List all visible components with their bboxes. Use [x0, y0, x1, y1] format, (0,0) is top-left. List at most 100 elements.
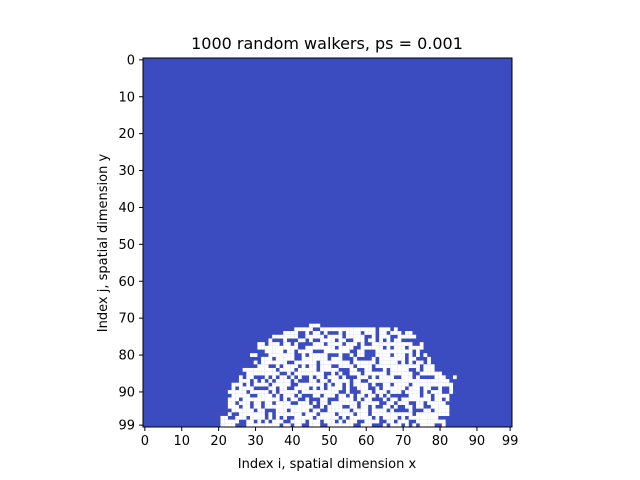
occupied-cell	[375, 408, 380, 413]
y-tick-label: 99	[118, 419, 135, 434]
occupied-cell	[345, 364, 350, 369]
occupied-cell	[334, 386, 339, 391]
occupied-cell	[345, 423, 350, 428]
occupied-cell	[382, 364, 387, 369]
occupied-cell	[345, 386, 350, 391]
occupied-cell	[345, 345, 350, 350]
occupied-cell	[368, 360, 372, 365]
occupied-cell	[338, 423, 343, 428]
occupied-cell	[423, 367, 428, 372]
occupied-cell	[419, 360, 424, 365]
occupied-cell	[246, 386, 251, 391]
occupied-cell	[257, 371, 262, 376]
occupied-cell	[316, 375, 321, 380]
occupied-cell	[434, 412, 439, 417]
occupied-cell	[323, 345, 328, 350]
occupied-cell	[283, 367, 287, 372]
occupied-cell	[279, 360, 284, 365]
occupied-cell	[364, 408, 369, 413]
occupied-cell	[320, 364, 324, 369]
occupied-cell	[382, 382, 387, 387]
occupied-cell	[316, 393, 321, 398]
occupied-cell	[316, 408, 321, 413]
occupied-cell	[338, 356, 343, 361]
occupied-cell	[253, 379, 258, 383]
occupied-cell	[231, 382, 236, 387]
occupied-cell	[393, 342, 398, 346]
occupied-cell	[250, 375, 254, 380]
occupied-cell	[364, 397, 369, 402]
occupied-cell	[331, 386, 335, 391]
occupied-cell	[283, 379, 287, 383]
occupied-cell	[283, 401, 287, 405]
occupied-cell	[305, 367, 310, 372]
occupied-cell	[283, 386, 287, 391]
occupied-cell	[242, 379, 247, 383]
occupied-cell	[371, 375, 376, 380]
occupied-cell	[305, 390, 310, 394]
occupied-cell	[423, 353, 428, 357]
occupied-cell	[331, 356, 335, 361]
occupied-cell	[441, 423, 446, 428]
occupied-cell	[375, 412, 380, 417]
occupied-cell	[408, 371, 413, 376]
occupied-cell	[408, 397, 413, 402]
occupied-cell	[379, 334, 383, 339]
occupied-cell	[338, 331, 343, 335]
occupied-cell	[423, 423, 428, 428]
occupied-cell	[320, 375, 324, 380]
occupied-cell	[257, 342, 262, 346]
occupied-cell	[349, 353, 354, 357]
occupied-cell	[427, 408, 431, 413]
occupied-cell	[360, 342, 365, 346]
occupied-cell	[331, 349, 335, 354]
occupied-cell	[250, 408, 254, 413]
occupied-cell	[386, 338, 391, 343]
occupied-cell	[275, 334, 280, 339]
occupied-cell	[364, 382, 369, 387]
occupied-cell	[246, 423, 251, 428]
occupied-cell	[401, 375, 406, 380]
occupied-cell	[427, 415, 431, 420]
occupied-cell	[283, 356, 287, 361]
occupied-cell	[371, 408, 376, 413]
occupied-cell	[312, 364, 317, 369]
occupied-cell	[257, 390, 262, 394]
occupied-cell	[416, 401, 420, 405]
occupied-cell	[397, 412, 402, 417]
occupied-cell	[438, 404, 442, 409]
occupied-cell	[397, 390, 402, 394]
occupied-cell	[419, 419, 424, 424]
occupied-cell	[430, 423, 435, 428]
occupied-cell	[427, 419, 431, 424]
occupied-cell	[427, 412, 431, 417]
occupied-cell	[301, 360, 306, 365]
occupied-cell	[379, 393, 383, 398]
occupied-cell	[279, 401, 284, 405]
occupied-cell	[301, 404, 306, 409]
occupied-cell	[368, 419, 372, 424]
occupied-cell	[338, 397, 343, 402]
occupied-cell	[331, 375, 335, 380]
occupied-cell	[297, 367, 302, 372]
occupied-cell	[268, 367, 273, 372]
occupied-cell	[338, 364, 343, 369]
occupied-cell	[371, 382, 376, 387]
y-tick-label: 70	[118, 312, 135, 327]
occupied-cell	[272, 371, 276, 376]
occupied-cell	[312, 412, 317, 417]
occupied-cell	[261, 412, 265, 417]
occupied-cell	[305, 349, 310, 354]
occupied-cell	[364, 375, 369, 380]
occupied-cell	[441, 419, 446, 424]
occupied-cell	[397, 379, 402, 383]
occupied-cell	[382, 415, 387, 420]
occupied-cell	[257, 382, 262, 387]
occupied-cell	[401, 342, 406, 346]
occupied-cell	[408, 408, 413, 413]
occupied-cell	[386, 375, 391, 380]
occupied-cell	[264, 404, 269, 409]
occupied-cell	[390, 423, 394, 428]
occupied-cell	[430, 404, 435, 409]
occupied-cell	[257, 397, 262, 402]
